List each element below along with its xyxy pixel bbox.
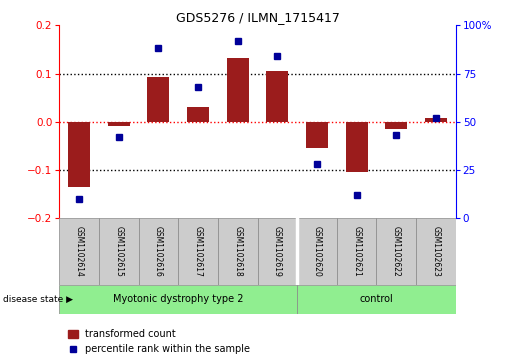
Bar: [346, 122, 368, 172]
Bar: [59, 285, 297, 314]
Bar: [297, 218, 337, 285]
Title: GDS5276 / ILMN_1715417: GDS5276 / ILMN_1715417: [176, 11, 339, 24]
Bar: [218, 218, 258, 285]
Bar: [227, 58, 249, 122]
Text: disease state ▶: disease state ▶: [3, 295, 73, 304]
Bar: [266, 71, 288, 122]
Text: GSM1102617: GSM1102617: [194, 226, 202, 277]
Bar: [306, 122, 328, 148]
Bar: [337, 218, 376, 285]
Bar: [297, 285, 456, 314]
Bar: [147, 77, 169, 122]
Bar: [425, 118, 447, 122]
Text: GSM1102615: GSM1102615: [114, 226, 123, 277]
Text: GSM1102623: GSM1102623: [432, 226, 440, 277]
Bar: [178, 218, 218, 285]
Text: GSM1102614: GSM1102614: [75, 226, 83, 277]
Bar: [187, 107, 209, 122]
Bar: [385, 122, 407, 129]
Bar: [258, 218, 297, 285]
Bar: [376, 218, 416, 285]
Legend: transformed count, percentile rank within the sample: transformed count, percentile rank withi…: [64, 326, 254, 358]
Bar: [416, 218, 456, 285]
Bar: [68, 122, 90, 187]
Text: GSM1102618: GSM1102618: [233, 226, 242, 277]
Bar: [108, 122, 130, 126]
Bar: [99, 218, 139, 285]
Text: GSM1102616: GSM1102616: [154, 226, 163, 277]
Text: GSM1102620: GSM1102620: [313, 226, 321, 277]
Bar: [59, 218, 99, 285]
Text: control: control: [359, 294, 393, 305]
Text: GSM1102622: GSM1102622: [392, 226, 401, 277]
Bar: [139, 218, 178, 285]
Text: Myotonic dystrophy type 2: Myotonic dystrophy type 2: [113, 294, 244, 305]
Text: GSM1102619: GSM1102619: [273, 226, 282, 277]
Text: GSM1102621: GSM1102621: [352, 226, 361, 277]
